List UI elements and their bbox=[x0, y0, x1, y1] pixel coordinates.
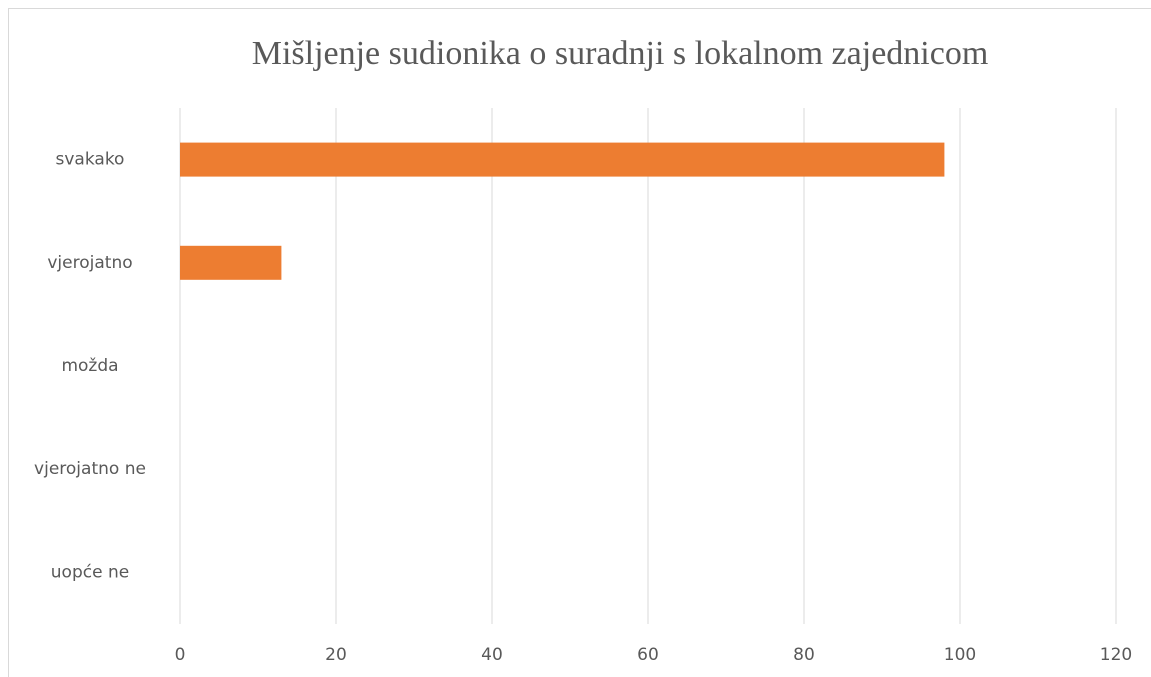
x-tick-label: 60 bbox=[637, 645, 659, 665]
x-tick-label: 40 bbox=[481, 645, 503, 665]
x-tick-label: 100 bbox=[944, 645, 976, 665]
y-tick-label: možda bbox=[61, 356, 118, 376]
x-tick-label: 0 bbox=[175, 645, 186, 665]
bar bbox=[180, 245, 282, 280]
bar bbox=[180, 142, 945, 177]
y-tick-label: svakako bbox=[56, 150, 125, 170]
chart-title: Mišljenje sudionika o suradnji s lokalno… bbox=[252, 35, 989, 72]
y-tick-label: vjerojatno ne bbox=[34, 459, 146, 479]
chart-frame bbox=[8, 8, 1151, 677]
y-tick-label: uopće ne bbox=[51, 562, 129, 582]
x-tick-label: 80 bbox=[793, 645, 815, 665]
x-tick-label: 120 bbox=[1100, 645, 1132, 665]
x-tick-label: 20 bbox=[325, 645, 347, 665]
y-tick-label: vjerojatno bbox=[47, 253, 132, 273]
